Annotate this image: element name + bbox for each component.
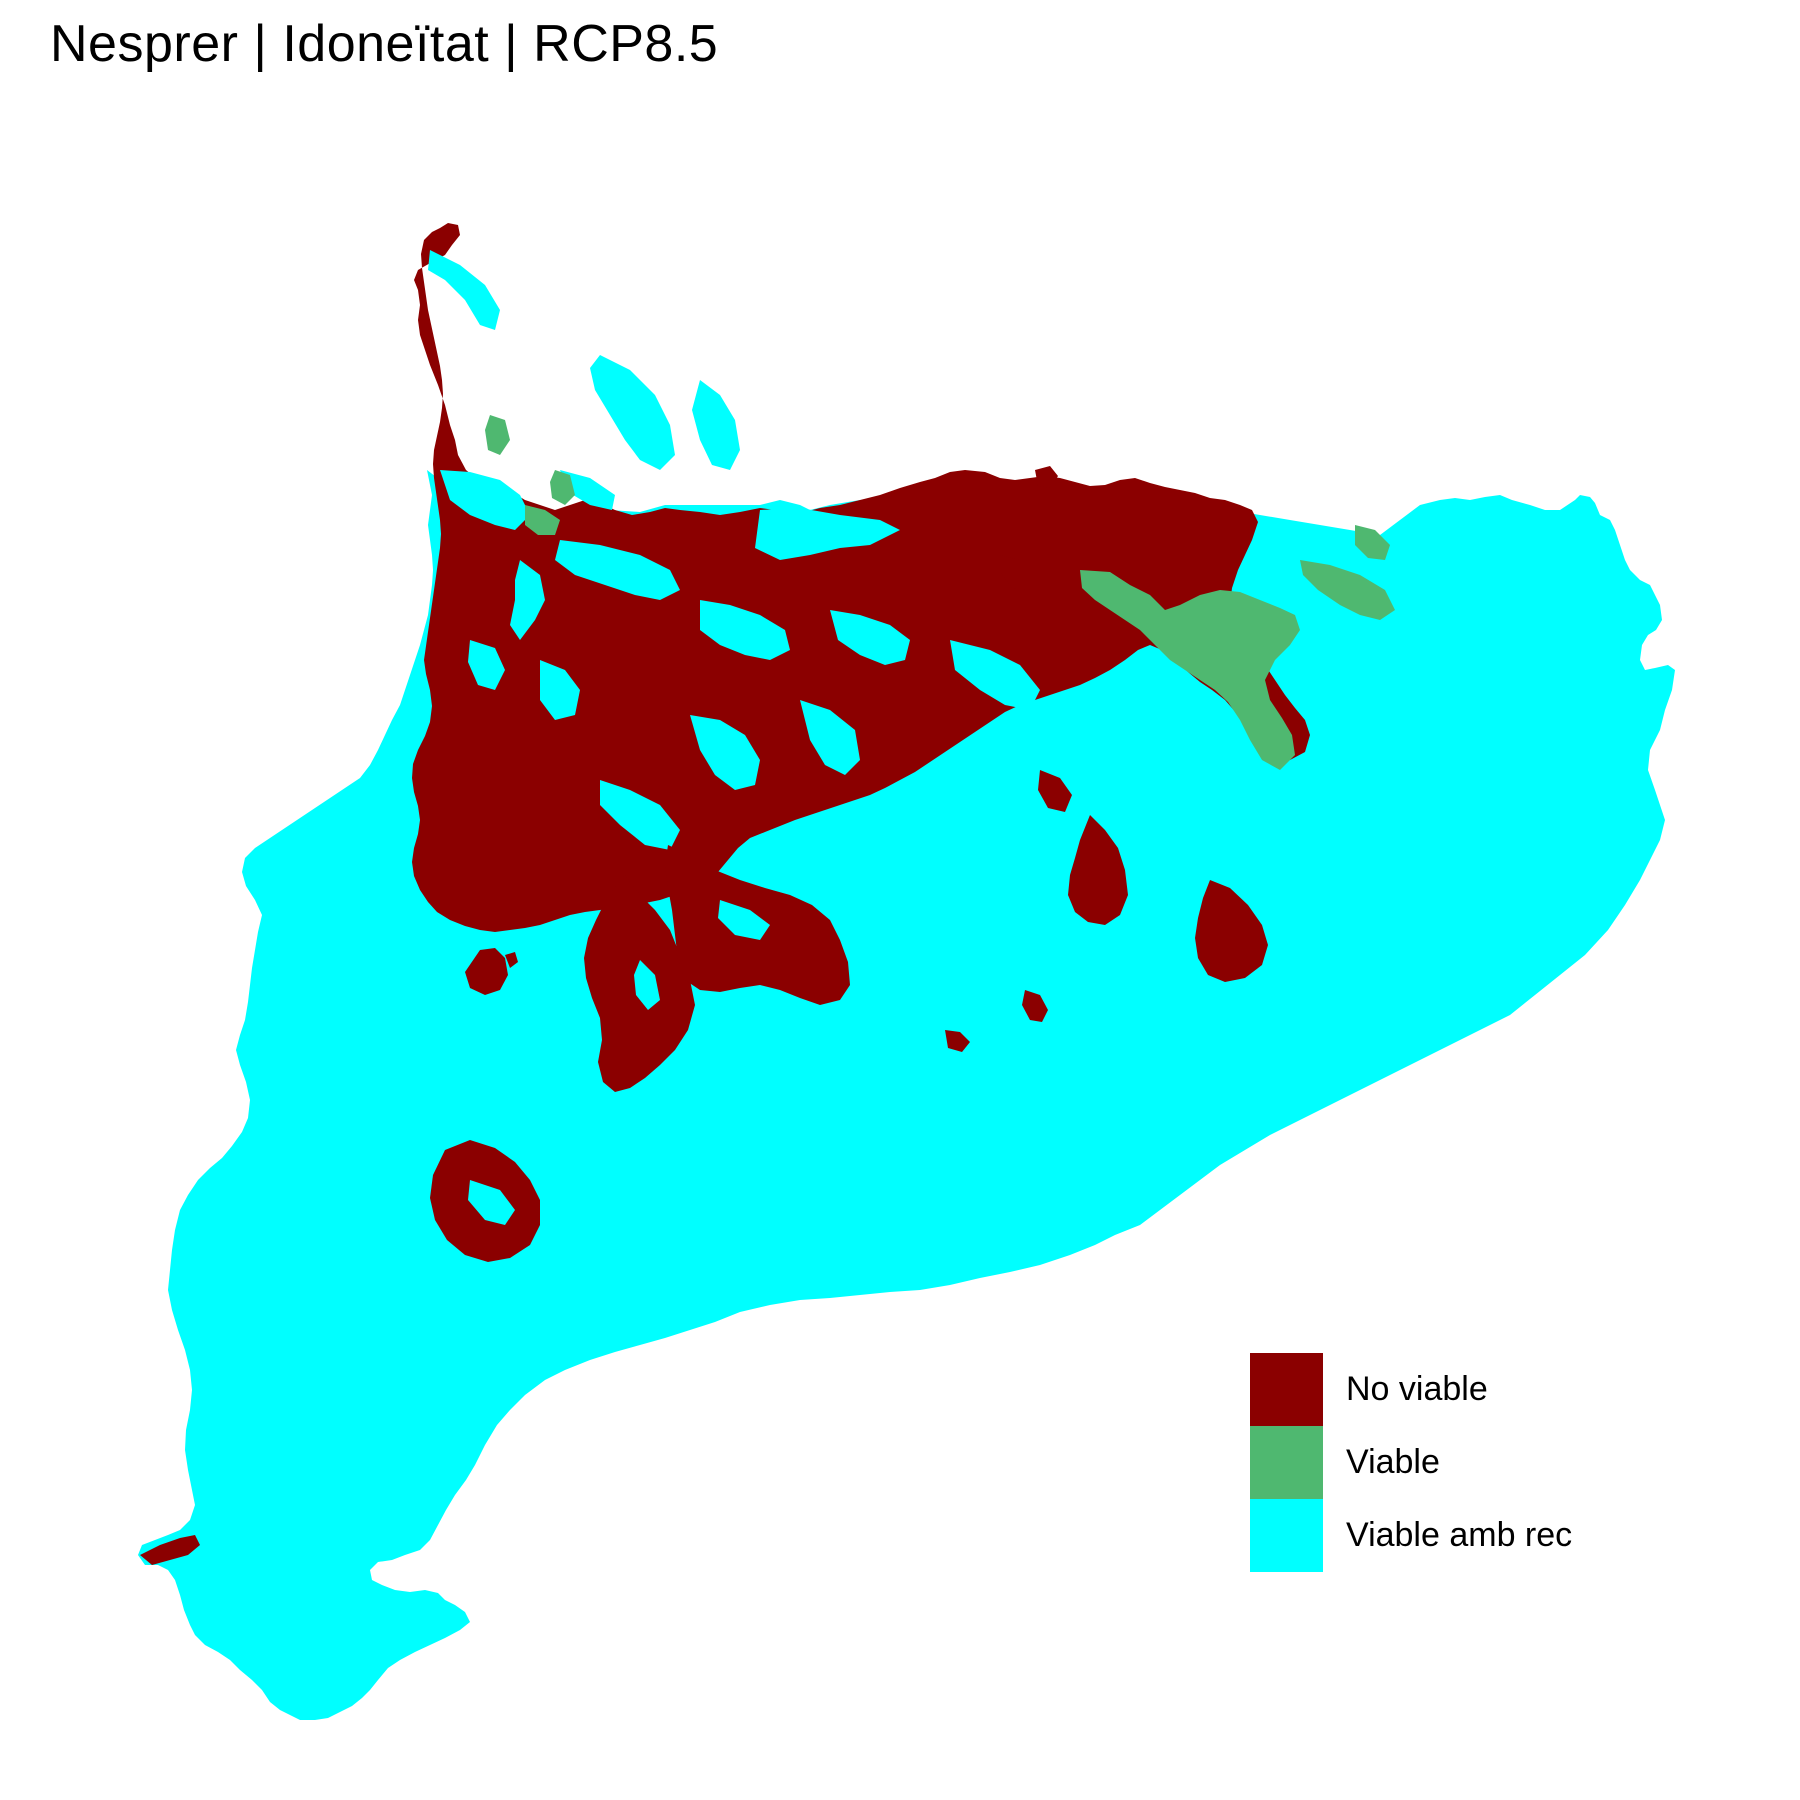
legend-swatch-viable [1250,1426,1323,1499]
legend-label-viable-amb-rec: Viable amb rec [1346,1516,1573,1554]
legend-swatch-no-viable [1250,1353,1323,1426]
legend-swatch-viable-amb-rec [1250,1499,1323,1572]
river-valleys [428,250,1040,850]
legend-item-viable: Viable [1250,1426,1572,1499]
map-legend: No viable Viable Viable amb rec [1250,1353,1572,1572]
valley-slivers [468,900,770,1225]
legend-label-viable: Viable [1346,1443,1440,1481]
map-title: Nesprer | Idoneïtat | RCP8.5 [50,15,719,73]
legend-item-no-viable: No viable [1250,1353,1572,1426]
region-no-viable-north [412,223,1310,932]
region-viable [485,415,1395,770]
legend-item-viable-amb-rec: Viable amb rec [1250,1499,1572,1572]
legend-label-no-viable: No viable [1346,1370,1488,1408]
